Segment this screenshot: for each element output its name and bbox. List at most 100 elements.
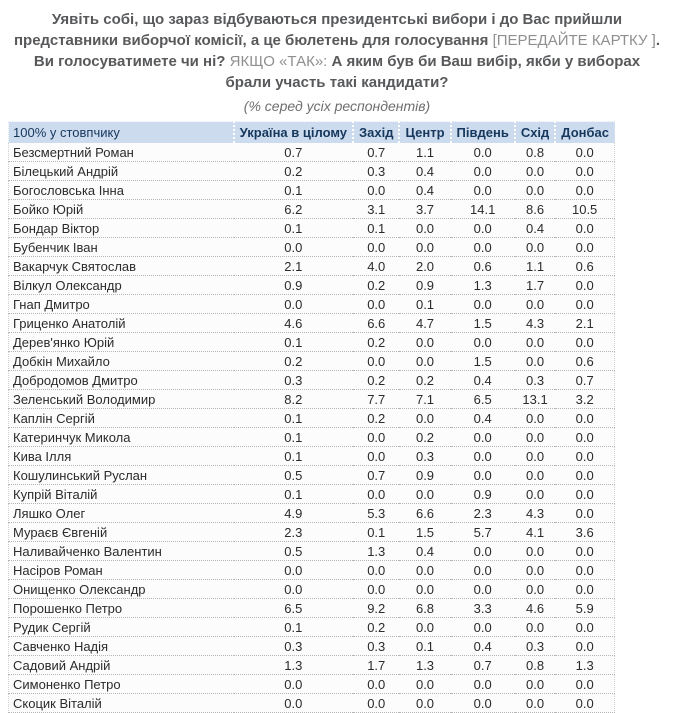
value-cell: 1.3 xyxy=(555,655,616,675)
value-cell: 0.0 xyxy=(450,161,515,181)
candidate-name-cell: Рудик Сергій xyxy=(7,617,234,637)
column-header-3: Південь xyxy=(449,121,515,143)
value-cell: 0.0 xyxy=(450,617,515,637)
candidate-row: Онищенко Олександр 0.0 0.0 0.0 0.0 0.0 0.0 xyxy=(7,579,616,599)
value-cell: 0.9 xyxy=(399,275,451,295)
value-cell: 0.0 xyxy=(514,332,556,352)
value-cell: 6.8 xyxy=(399,598,451,618)
candidate-name-cell: Симоненко Петро xyxy=(7,674,234,694)
value-cell: 0.7 xyxy=(233,143,354,162)
value-cell: 0.1 xyxy=(399,636,451,656)
value-cell: 0.3 xyxy=(399,446,451,466)
value-cell: 0.7 xyxy=(555,370,616,390)
value-cell: 1.3 xyxy=(233,655,354,675)
value-cell: 0.0 xyxy=(233,294,354,314)
value-cell: 0.3 xyxy=(514,370,556,390)
value-cell: 0.0 xyxy=(514,446,556,466)
value-cell: 0.3 xyxy=(233,370,354,390)
value-cell: 0.0 xyxy=(555,446,616,466)
candidate-row: Дерев'янко Юрій 0.1 0.2 0.0 0.0 0.0 0.0 xyxy=(7,332,616,352)
value-cell: 6.5 xyxy=(233,598,354,618)
value-cell: 0.6 xyxy=(555,351,616,371)
candidate-row: Скоцик Віталій 0.0 0.0 0.0 0.0 0.0 0.0 xyxy=(7,693,616,713)
value-cell: 0.0 xyxy=(555,693,616,713)
value-cell: 0.0 xyxy=(399,579,451,599)
value-cell: 0.1 xyxy=(233,218,354,238)
value-cell: 0.1 xyxy=(233,484,354,504)
value-cell: 1.3 xyxy=(450,275,515,295)
value-cell: 6.5 xyxy=(450,389,515,409)
value-cell: 0.0 xyxy=(450,465,515,485)
column-header-1: Захід xyxy=(352,121,400,143)
value-cell: 0.0 xyxy=(555,143,616,162)
value-cell: 4.3 xyxy=(514,313,556,333)
value-cell: 0.0 xyxy=(233,579,354,599)
candidate-row: Симоненко Петро 0.0 0.0 0.0 0.0 0.0 0.0 xyxy=(7,674,616,694)
value-cell: 0.0 xyxy=(555,161,616,181)
value-cell: 0.0 xyxy=(399,484,451,504)
value-cell: 0.2 xyxy=(399,370,451,390)
value-cell: 0.8 xyxy=(514,655,556,675)
value-cell: 0.0 xyxy=(353,237,400,257)
value-cell: 4.6 xyxy=(514,598,556,618)
value-cell: 0.2 xyxy=(353,275,400,295)
candidate-name-cell: Купрій Віталій xyxy=(7,484,234,504)
value-cell: 3.1 xyxy=(353,199,400,219)
column-header-0: Україна в цілому xyxy=(232,121,354,143)
value-cell: 0.0 xyxy=(233,237,354,257)
value-cell: 0.0 xyxy=(353,294,400,314)
value-cell: 0.0 xyxy=(514,161,556,181)
candidate-row: Безсмертний Роман 0.7 0.7 1.1 0.0 0.8 0.0 xyxy=(7,143,616,162)
value-cell: 5.9 xyxy=(555,598,616,618)
value-cell: 0.0 xyxy=(450,180,515,200)
candidate-row: Насіров Роман 0.0 0.0 0.0 0.0 0.0 0.0 xyxy=(7,560,616,580)
value-cell: 3.6 xyxy=(555,522,616,542)
candidate-row: Бондар Віктор 0.1 0.1 0.0 0.0 0.4 0.0 xyxy=(7,218,616,238)
value-cell: 1.5 xyxy=(450,313,515,333)
question-condition-note: ЯКЩО «ТАК»: xyxy=(229,53,328,70)
value-cell: 0.5 xyxy=(233,465,354,485)
candidate-row: Наливайченко Валентин 0.5 1.3 0.4 0.0 0.0 0.0 xyxy=(7,541,616,561)
value-cell: 0.4 xyxy=(399,541,451,561)
value-cell: 1.1 xyxy=(514,256,556,276)
value-cell: 0.0 xyxy=(514,674,556,694)
value-cell: 0.0 xyxy=(555,560,616,580)
candidate-name-cell: Савченко Надія xyxy=(7,636,234,656)
candidate-row: Зеленський Володимир 8.2 7.7 7.1 6.5 13.1 3.2 xyxy=(7,389,616,409)
value-cell: 0.0 xyxy=(514,465,556,485)
value-cell: 0.7 xyxy=(353,143,400,162)
value-cell: 0.9 xyxy=(399,465,451,485)
value-cell: 0.0 xyxy=(555,294,616,314)
candidate-name-cell: Бубенчик Іван xyxy=(7,237,234,257)
value-cell: 0.2 xyxy=(353,370,400,390)
value-cell: 0.2 xyxy=(233,351,354,371)
candidate-name-cell: Бойко Юрій xyxy=(7,199,234,219)
value-cell: 0.0 xyxy=(399,332,451,352)
candidate-name-cell: Ляшко Олег xyxy=(7,503,234,523)
candidate-row: Купрій Віталій 0.1 0.0 0.0 0.9 0.0 0.0 xyxy=(7,484,616,504)
value-cell: 0.0 xyxy=(555,180,616,200)
candidate-row: Богословська Інна 0.1 0.0 0.4 0.0 0.0 0.0 xyxy=(7,180,616,200)
value-cell: 0.0 xyxy=(555,636,616,656)
candidate-row: Гнап Дмитро 0.0 0.0 0.1 0.0 0.0 0.0 xyxy=(7,294,616,314)
value-cell: 0.4 xyxy=(514,218,556,238)
value-cell: 1.5 xyxy=(399,522,451,542)
value-cell: 1.7 xyxy=(353,655,400,675)
candidate-name-cell: Порошенко Петро xyxy=(7,598,234,618)
value-cell: 0.3 xyxy=(514,636,556,656)
candidate-row: Добродомов Дмитро 0.3 0.2 0.2 0.4 0.3 0.7 xyxy=(7,370,616,390)
table-body: Безсмертний Роман 0.7 0.7 1.1 0.0 0.8 0.0 Білец… xyxy=(7,143,616,713)
value-cell: 1.3 xyxy=(353,541,400,561)
value-cell: 3.2 xyxy=(555,389,616,409)
candidate-row: Білецький Андрій 0.2 0.3 0.4 0.0 0.0 0.0 xyxy=(7,161,616,181)
question-part2: . Ви голосуватимете чи ні? xyxy=(33,32,660,70)
value-cell: 1.5 xyxy=(450,351,515,371)
value-cell: 0.0 xyxy=(353,446,400,466)
value-cell: 0.0 xyxy=(399,674,451,694)
candidate-row: Вакарчук Святослав 2.1 4.0 2.0 0.6 1.1 0.6 xyxy=(7,256,616,276)
candidate-row: Кива Ілля 0.1 0.0 0.3 0.0 0.0 0.0 xyxy=(7,446,616,466)
value-cell: 0.1 xyxy=(353,522,400,542)
value-cell: 0.0 xyxy=(555,465,616,485)
results-table: 100% у стовпчику Україна в цілому Захід Це… xyxy=(7,121,616,713)
value-cell: 0.6 xyxy=(555,256,616,276)
